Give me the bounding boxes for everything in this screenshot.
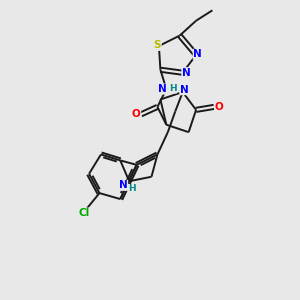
Text: O: O	[132, 109, 141, 119]
Text: N: N	[182, 68, 190, 78]
Text: N: N	[180, 85, 189, 95]
Text: N: N	[158, 84, 167, 94]
Text: N: N	[193, 49, 202, 59]
Text: H: H	[169, 84, 177, 93]
Text: S: S	[154, 40, 161, 50]
Text: O: O	[215, 102, 224, 112]
Text: H: H	[128, 184, 136, 194]
Text: Cl: Cl	[78, 208, 89, 218]
Text: N: N	[119, 180, 128, 190]
